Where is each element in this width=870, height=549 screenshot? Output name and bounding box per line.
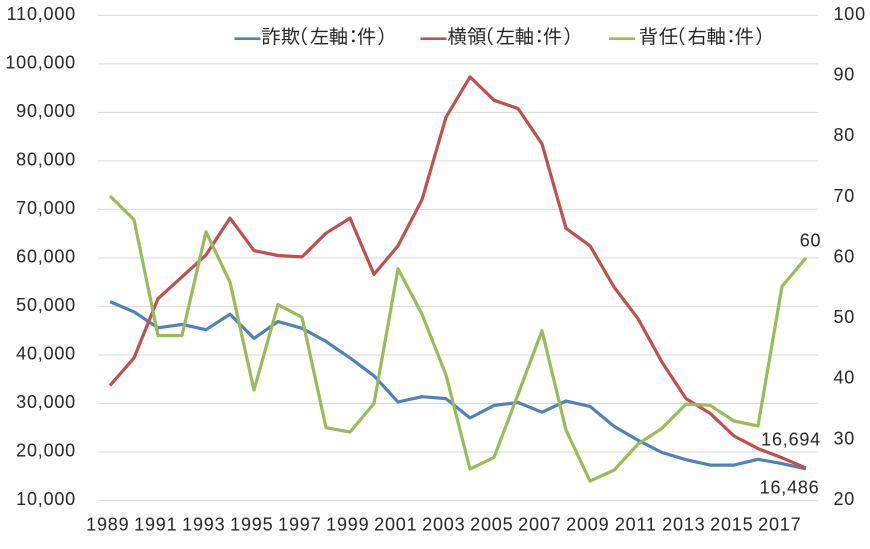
svg-text:1997: 1997 — [278, 514, 321, 534]
svg-text:1989: 1989 — [86, 514, 129, 534]
svg-text:70,000: 70,000 — [16, 198, 76, 218]
svg-text:20,000: 20,000 — [16, 441, 76, 461]
svg-text:2007: 2007 — [518, 514, 561, 534]
svg-text:30: 30 — [834, 428, 856, 448]
svg-text:40: 40 — [834, 368, 856, 388]
svg-text:1993: 1993 — [182, 514, 225, 534]
svg-text:20: 20 — [834, 489, 856, 509]
svg-text:2005: 2005 — [470, 514, 513, 534]
svg-text:90,000: 90,000 — [16, 101, 76, 121]
svg-text:2017: 2017 — [758, 514, 801, 534]
svg-text:40,000: 40,000 — [16, 343, 76, 363]
svg-text:50: 50 — [834, 307, 856, 327]
svg-text:70: 70 — [834, 186, 856, 206]
svg-text:2011: 2011 — [615, 514, 657, 534]
svg-text:2009: 2009 — [566, 514, 609, 534]
svg-text:10,000: 10,000 — [16, 489, 76, 509]
svg-text:1995: 1995 — [230, 514, 273, 534]
svg-text:50,000: 50,000 — [16, 295, 76, 315]
svg-text:80,000: 80,000 — [16, 149, 76, 169]
svg-text:30,000: 30,000 — [16, 392, 76, 412]
svg-text:1999: 1999 — [326, 514, 369, 534]
svg-text:100,000: 100,000 — [5, 52, 76, 72]
svg-text:100: 100 — [834, 4, 866, 24]
svg-text:1991: 1991 — [134, 514, 177, 534]
svg-text:16,486: 16,486 — [760, 478, 820, 498]
svg-text:80: 80 — [834, 125, 856, 145]
svg-text:2001: 2001 — [374, 514, 417, 534]
svg-text:90: 90 — [834, 65, 856, 85]
svg-text:60: 60 — [800, 231, 822, 251]
svg-text:60,000: 60,000 — [16, 246, 76, 266]
svg-text:2003: 2003 — [422, 514, 465, 534]
svg-text:110,000: 110,000 — [7, 4, 76, 24]
svg-text:2015: 2015 — [710, 514, 753, 534]
svg-text:60: 60 — [834, 246, 856, 266]
svg-text:16,694: 16,694 — [761, 430, 821, 450]
svg-text:2013: 2013 — [662, 514, 705, 534]
